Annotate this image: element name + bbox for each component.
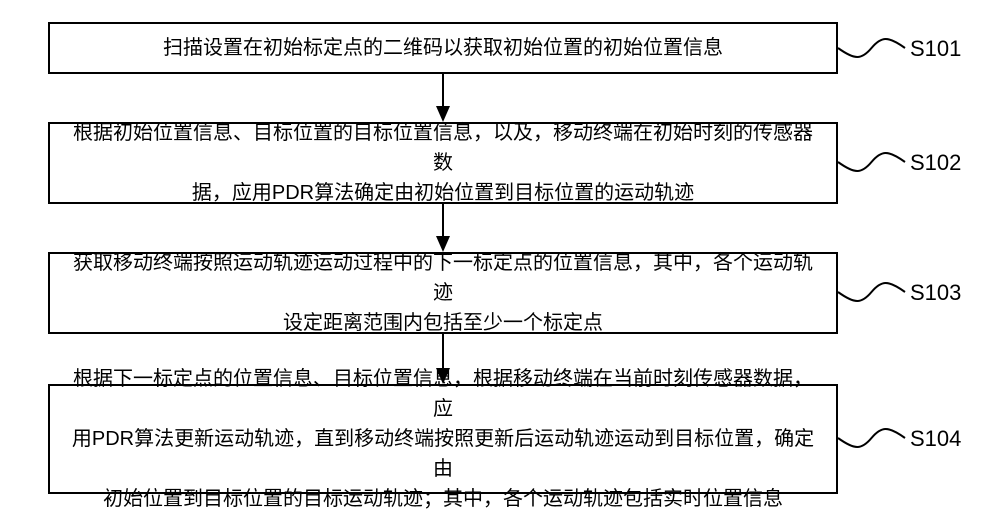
flow-arrow	[432, 334, 454, 384]
flow-step-label: S103	[910, 280, 961, 306]
flow-step-box: 根据初始位置信息、目标位置的目标位置信息，以及，移动终端在初始时刻的传感器数 据…	[48, 122, 838, 204]
flow-step-text: 根据初始位置信息、目标位置的目标位置信息，以及，移动终端在初始时刻的传感器数 据…	[70, 118, 816, 208]
flow-arrow	[432, 204, 454, 252]
flow-step-box: 获取移动终端按照运动轨迹运动过程中的下一标定点的位置信息，其中，各个运动轨迹 设…	[48, 252, 838, 334]
flow-step-label: S102	[910, 150, 961, 176]
flow-step-box: 扫描设置在初始标定点的二维码以获取初始位置的初始位置信息	[48, 22, 838, 74]
curve-connector	[832, 274, 911, 310]
flow-step-label: S104	[910, 426, 961, 452]
flow-step-text: 扫描设置在初始标定点的二维码以获取初始位置的初始位置信息	[163, 33, 723, 63]
flow-step-text: 获取移动终端按照运动轨迹运动过程中的下一标定点的位置信息，其中，各个运动轨迹 设…	[70, 248, 816, 338]
flow-arrow	[432, 74, 454, 122]
flow-step-label: S101	[910, 36, 961, 62]
flow-step-text: 根据下一标定点的位置信息、目标位置信息，根据移动终端在当前时刻传感器数据，应 用…	[70, 364, 816, 514]
curve-connector	[832, 30, 911, 66]
flowchart-canvas: 扫描设置在初始标定点的二维码以获取初始位置的初始位置信息 S101 根据初始位置信息…	[0, 0, 1000, 522]
flow-step-box: 根据下一标定点的位置信息、目标位置信息，根据移动终端在当前时刻传感器数据，应 用…	[48, 384, 838, 494]
curve-connector	[832, 420, 911, 456]
curve-connector	[832, 144, 911, 180]
